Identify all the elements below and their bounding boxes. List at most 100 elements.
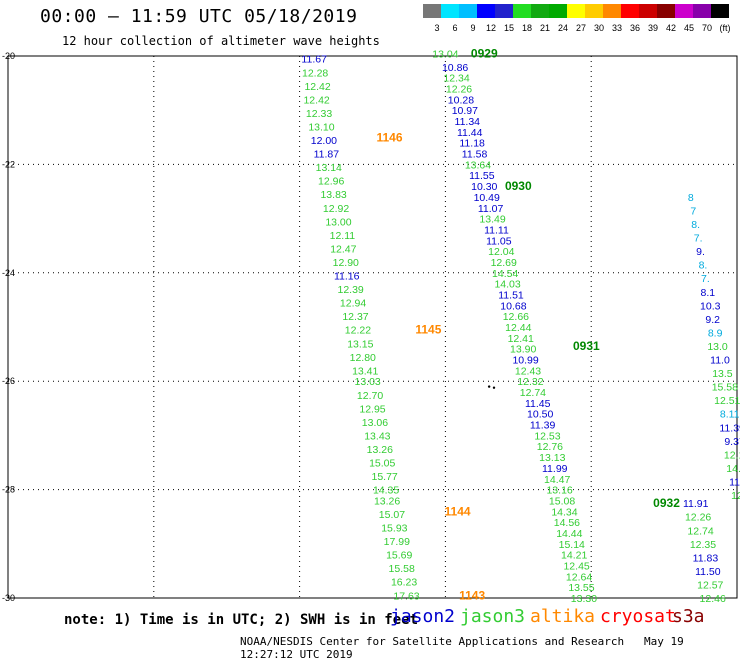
swh-value-track2: 14.21 — [561, 550, 587, 562]
pass-time-label: 1143 — [459, 588, 485, 602]
swh-value-track1: 12.00 — [311, 135, 337, 147]
swh-value-track2: 11.07 — [478, 203, 504, 215]
legend-label: 33 — [612, 23, 622, 33]
swh-value-track2: 11.45 — [525, 398, 551, 410]
swh-value-track2: 11.51 — [498, 289, 524, 301]
legend-swatch — [495, 4, 513, 18]
swh-value-track1: 13.10 — [308, 121, 334, 133]
swh-value-track2: 11.11 — [484, 224, 509, 236]
credit-org: NOAA/NESDIS Center for Satellite Applica… — [240, 635, 625, 648]
pass-time-label: 1145 — [415, 323, 441, 337]
x-tick-label: -84 — [293, 604, 306, 605]
legend-swatch — [549, 4, 567, 18]
swh-value-track1: 12.70 — [357, 390, 383, 402]
legend-swatch — [585, 4, 603, 18]
swh-value-track1: 15.58 — [389, 563, 415, 575]
swh-value-track3: 11.91 — [683, 498, 709, 510]
pass-time-label: 0931 — [573, 339, 600, 353]
swh-value-track1: 12.42 — [303, 94, 329, 106]
swh-value-track4: 8. — [699, 260, 708, 272]
mission-altika: altika — [530, 606, 596, 627]
swh-value-track4: 11.0 — [710, 355, 730, 367]
swh-value-track1: 12.47 — [330, 243, 356, 255]
swh-value-track4: 8.1 — [701, 287, 716, 299]
legend-swatch — [423, 4, 441, 18]
swh-value-track2: 12.26 — [446, 84, 472, 96]
legend-swatch — [711, 4, 729, 18]
swh-value-track2: 12.04 — [488, 246, 514, 258]
swh-value-track3: 11.83 — [693, 552, 719, 564]
swh-value-track2: 13.04 — [432, 48, 458, 60]
y-tick-label: -22 — [2, 159, 15, 169]
swh-value-track1: 15.69 — [386, 550, 412, 562]
swh-value-track1: 17.63 — [393, 590, 419, 602]
swh-value-track2: 12.66 — [503, 311, 529, 323]
pass-time-label: 1146 — [376, 130, 402, 144]
swh-value-track4: 9. — [696, 246, 705, 258]
swh-value-track1: 13.26 — [367, 444, 393, 456]
swh-value-track1: 13.43 — [364, 430, 390, 442]
swh-value-track1: 11.87 — [314, 149, 340, 161]
legend-swatch — [477, 4, 495, 18]
footnote: note: 1) Time is in UTC; 2) SWH is in fe… — [64, 612, 419, 628]
swh-value-track2: 11.55 — [469, 170, 495, 182]
legend-label: 27 — [576, 23, 586, 33]
swh-value-track2: 10.68 — [500, 300, 526, 312]
swh-value-track2: 12.44 — [505, 322, 531, 334]
swh-value-track3: 12.35 — [690, 539, 716, 551]
y-tick-label: -24 — [2, 268, 15, 278]
legend-swatch — [621, 4, 639, 18]
legend-swatch — [513, 4, 531, 18]
swh-value-track2: 11.18 — [459, 138, 485, 150]
swh-value-track2: 12.74 — [520, 387, 546, 399]
swh-value-track2: 13.19 — [573, 604, 599, 605]
pass-time-label: 1144 — [445, 504, 471, 518]
swh-value-track2: 14.56 — [554, 517, 580, 529]
swh-value-track2: 12.32 — [517, 376, 543, 388]
legend-swatch — [459, 4, 477, 18]
swh-value-track4: 7 — [690, 205, 696, 217]
swh-value-track2: 12.34 — [443, 73, 469, 85]
swh-value-track2: 12.41 — [508, 333, 534, 345]
x-tick-label: -87 — [147, 604, 160, 605]
swh-value-track2: 12.64 — [566, 571, 592, 583]
swh-value-track2: 14.44 — [556, 528, 582, 540]
swh-value-track2: 11.34 — [455, 116, 481, 128]
legend-label: 30 — [594, 23, 604, 33]
swh-value-track2: 10.30 — [471, 181, 497, 193]
swh-value-track2: 11.05 — [486, 235, 512, 247]
swh-value-track1: 13.06 — [362, 417, 388, 429]
swh-value-track2: 13.90 — [510, 344, 536, 356]
swh-value-track3: 11.50 — [695, 566, 721, 578]
swh-value-track1: 13.26 — [374, 495, 400, 507]
island-dot — [487, 385, 491, 388]
swh-value-track4: 12.19 — [724, 449, 740, 461]
swh-value-track1: 15.05 — [369, 458, 395, 470]
legend-label: 36 — [630, 23, 640, 33]
mission-s3a: s3a — [672, 606, 705, 627]
swh-value-track4: 11.39 — [719, 422, 740, 434]
swh-value-track4: 8.11 — [720, 409, 740, 421]
y-tick-label: -20 — [2, 51, 15, 61]
pass-time-label: 0932 — [653, 496, 680, 510]
swh-value-track2: 13.64 — [465, 159, 491, 171]
swh-value-track4: 7. — [701, 273, 710, 285]
swh-value-track4: 8. — [691, 219, 700, 231]
swh-value-track2: 12.43 — [515, 365, 541, 377]
y-tick-label: -30 — [2, 593, 15, 603]
swh-value-track1: 12.39 — [337, 284, 363, 296]
swh-value-track2: 13.49 — [479, 214, 505, 226]
swh-value-track2: 10.50 — [527, 409, 553, 421]
color-legend: 3 6 9 12 15 18 21 24 27 30 33 36 39 42 45 70 (ft) — [423, 4, 731, 33]
credit-line: NOAA/NESDIS Center for Satellite Applica… — [240, 635, 740, 661]
legend-label: 21 — [540, 23, 550, 33]
legend-swatch — [657, 4, 675, 18]
swh-value-track2: 15.14 — [559, 539, 585, 551]
legend-label: 39 — [648, 23, 658, 33]
swh-value-track1: 12.80 — [350, 352, 376, 364]
swh-value-track2: 10.97 — [452, 105, 478, 117]
swh-value-track1: 12.37 — [342, 311, 368, 323]
swh-value-track1: 12.95 — [359, 403, 385, 415]
swh-value-track4: 9.2 — [705, 314, 720, 326]
swh-value-track2: 10.99 — [512, 355, 538, 367]
